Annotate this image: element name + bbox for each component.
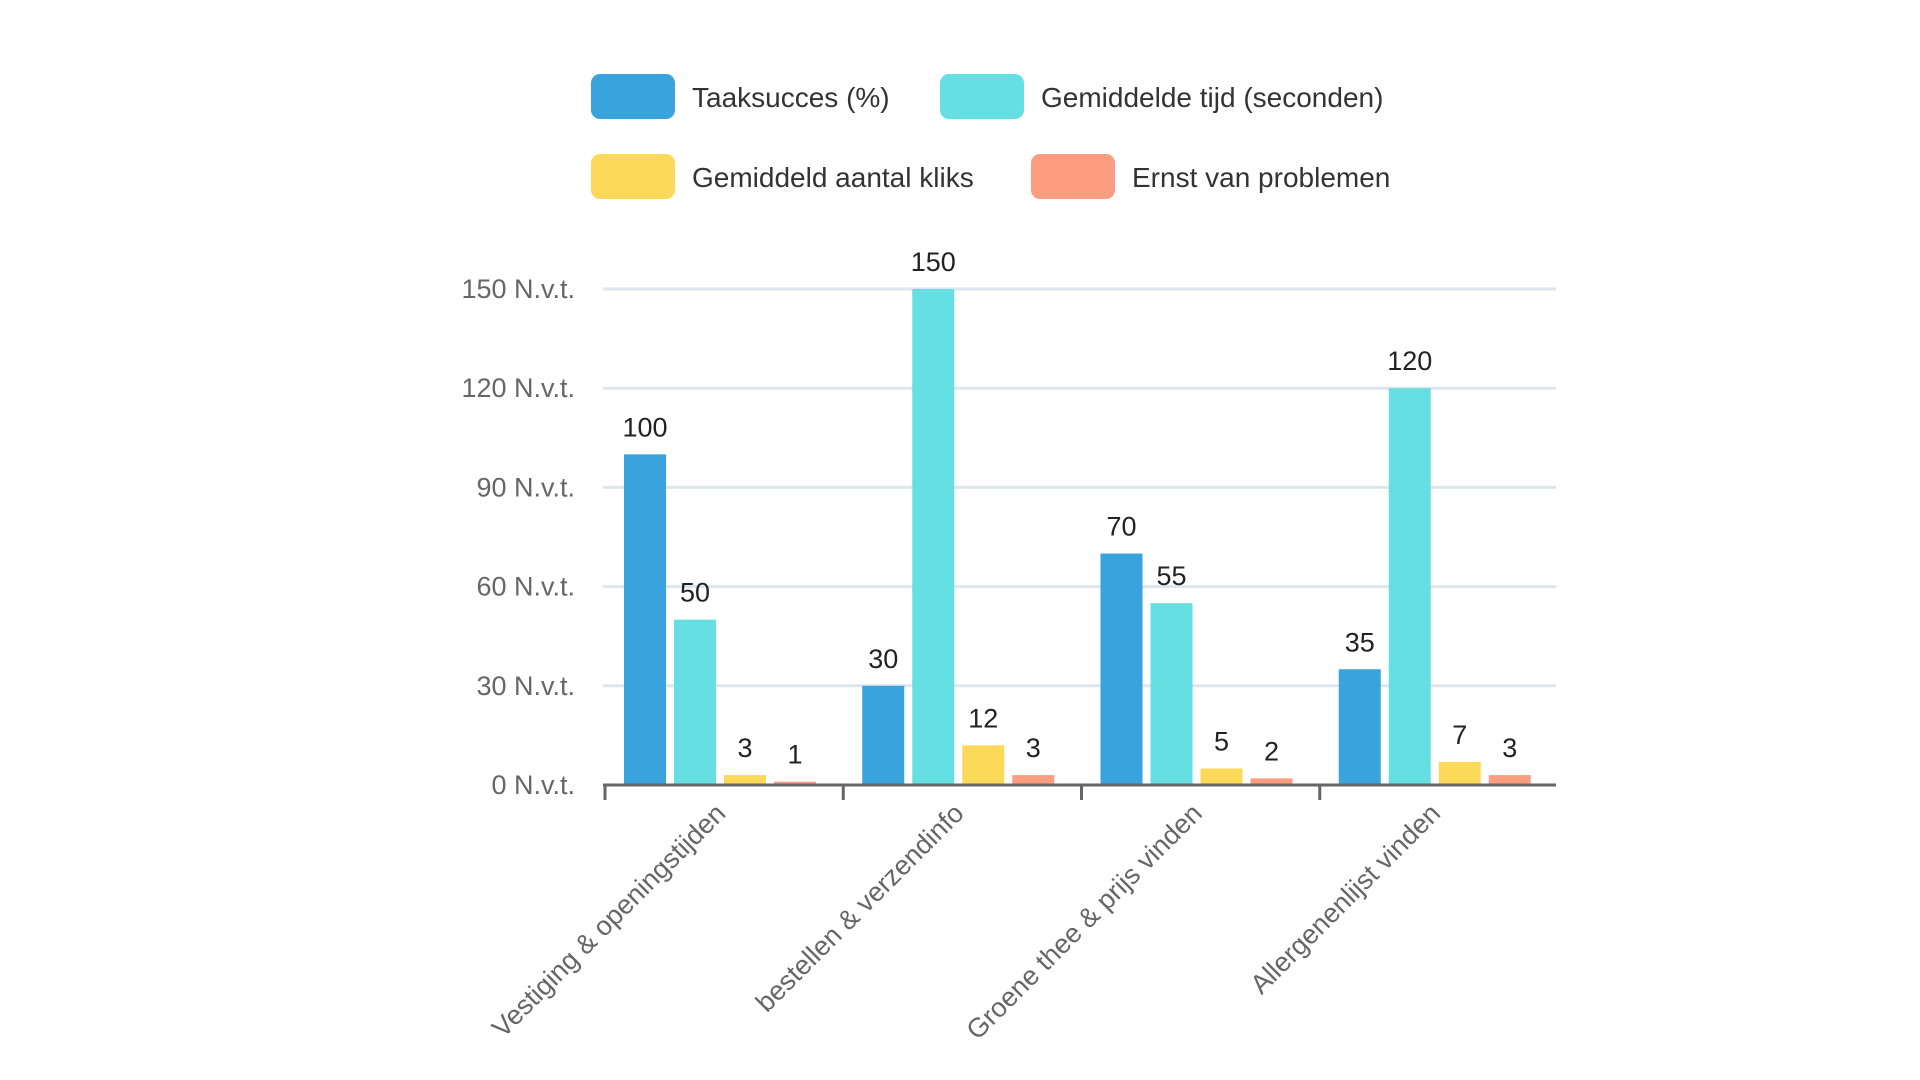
legend-swatch-4 [1031, 154, 1115, 199]
y-tick-label: 0 N.v.t. [491, 770, 575, 800]
legend-swatch-1 [591, 74, 675, 119]
y-tick-label: 60 N.v.t. [476, 572, 575, 602]
x-category-label: bestellen & verzendinfo [750, 798, 970, 1018]
data-label: 55 [1156, 561, 1186, 591]
data-label: 2 [1264, 736, 1279, 766]
x-category-label: Vestiging & openingstijden [486, 798, 731, 1043]
x-axis: Vestiging & openingstijden bestellen & ve… [486, 783, 1556, 1045]
data-label: 7 [1452, 720, 1467, 750]
bar-1-2 [862, 685, 905, 785]
y-tick-label: 120 N.v.t. [461, 373, 575, 403]
bar-4-2 [1012, 775, 1055, 785]
legend-label-4: Ernst van problemen [1132, 162, 1390, 193]
x-category-label: Allergenenlijst vinden [1244, 798, 1446, 1000]
data-label: 35 [1345, 627, 1375, 657]
bar-2-2 [912, 289, 955, 785]
data-label: 1 [787, 740, 802, 770]
data-label: 50 [680, 578, 710, 608]
bar-4-4 [1488, 775, 1531, 785]
data-label: 3 [737, 733, 752, 763]
x-category-label: Groene thee & prijs vinden [961, 798, 1208, 1045]
data-label: 70 [1106, 512, 1136, 542]
data-label: 100 [622, 412, 667, 442]
y-axis: 0 N.v.t. 30 N.v.t. 60 N.v.t. 90 N.v.t. 120 N… [461, 274, 575, 800]
bar-3-1 [724, 775, 766, 785]
bar-3-3 [1200, 768, 1243, 785]
data-label: 30 [868, 644, 898, 674]
bar-4-1 [774, 781, 816, 785]
data-label: 5 [1214, 726, 1229, 756]
bar-1-3 [1100, 553, 1143, 785]
data-label: 120 [1387, 346, 1432, 376]
legend-swatch-2 [940, 74, 1024, 119]
bar-3-4 [1438, 761, 1481, 785]
bar-4-3 [1250, 778, 1293, 785]
bar-2-4 [1388, 388, 1431, 785]
legend-label-2: Gemiddelde tijd (seconden) [1041, 82, 1383, 113]
data-label: 3 [1026, 733, 1041, 763]
bar-3-2 [962, 745, 1005, 785]
bar-2-3 [1150, 603, 1193, 785]
y-tick-label: 150 N.v.t. [461, 274, 575, 304]
data-label: 12 [968, 703, 998, 733]
y-tick-label: 30 N.v.t. [476, 671, 575, 701]
bar-1-1 [624, 454, 666, 785]
bar-1-4 [1338, 669, 1381, 785]
bar-2-1 [674, 619, 716, 785]
legend-label-3: Gemiddeld aantal kliks [692, 162, 974, 193]
data-label: 3 [1502, 733, 1517, 763]
legend: Taaksucces (%) Gemiddelde tijd (seconden)… [591, 74, 1390, 199]
legend-label-1: Taaksucces (%) [692, 82, 890, 113]
y-tick-label: 90 N.v.t. [476, 472, 575, 502]
legend-swatch-3 [591, 154, 675, 199]
data-label: 150 [911, 247, 956, 277]
